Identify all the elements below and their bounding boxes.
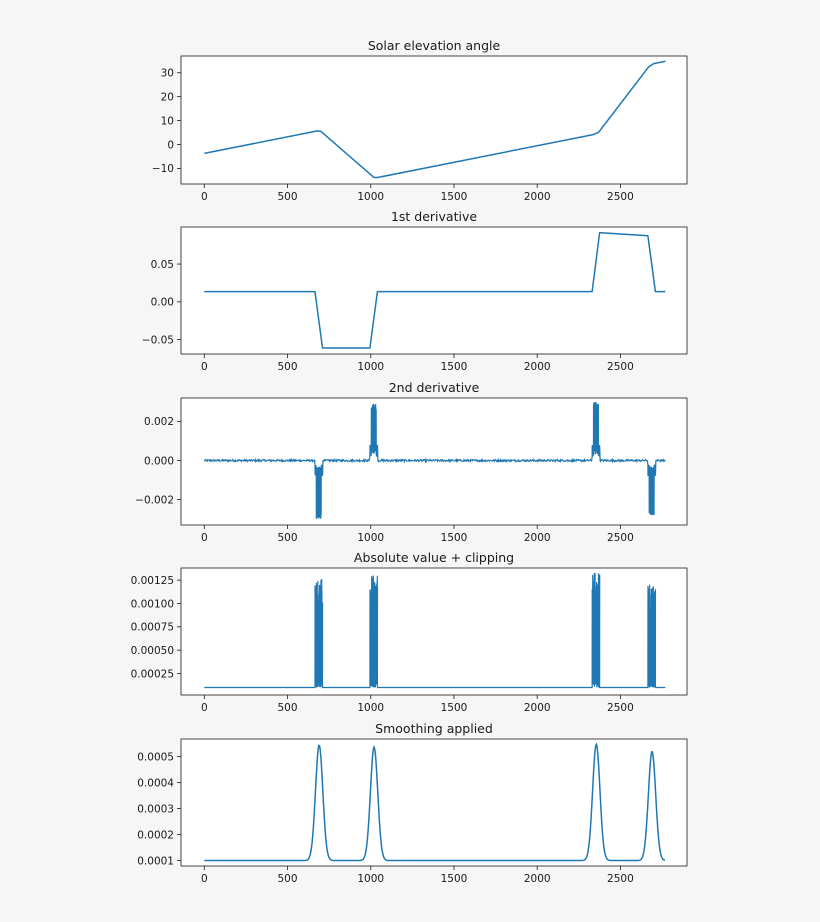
subplot-5: Smoothing applied 0 500 1000 1500 2000 2500 0.0… (137, 721, 688, 885)
x-tick-label: 0 (201, 873, 208, 885)
y-tick-label: −0.002 (135, 494, 174, 506)
y-tick-label: 0.00075 (131, 622, 174, 634)
axes-frame (180, 226, 688, 355)
axes-frame (180, 397, 688, 526)
subplot-title: Absolute value + clipping (354, 550, 514, 565)
x-tick-label: 1500 (441, 361, 468, 373)
x-tick-label: 2000 (524, 191, 551, 203)
y-tick-label: 0.00100 (131, 598, 174, 610)
axes-frame (180, 55, 688, 185)
x-tick-label: 1000 (357, 361, 384, 373)
x-tick-label: 0 (201, 532, 208, 544)
y-tick-label: 0.00125 (131, 575, 174, 587)
x-tick-label: 1000 (357, 532, 384, 544)
x-tick-label: 2000 (524, 532, 551, 544)
subplot-title: 1st derivative (391, 209, 477, 224)
x-tick-label: 1500 (441, 873, 468, 885)
subplot-title: Solar elevation angle (368, 38, 501, 53)
y-tick-label: 20 (161, 91, 174, 103)
x-tick-label: 1500 (441, 702, 468, 714)
x-tick-label: 2500 (607, 873, 634, 885)
x-tick-label: 2500 (607, 702, 634, 714)
y-tick-label: 10 (161, 115, 174, 127)
y-tick-label: 0 (167, 139, 174, 151)
subplot-2: 1st derivative 0 500 1000 1500 2000 2500 −0.05 0… (142, 209, 688, 373)
x-tick-label: 2000 (524, 361, 551, 373)
x-tick-label: 0 (201, 702, 208, 714)
y-tick-label: −0.05 (142, 334, 174, 346)
y-tick-label: 0.0001 (137, 855, 174, 867)
x-tick-label: 2000 (524, 873, 551, 885)
x-tick-label: 1000 (357, 191, 384, 203)
x-tick-label: 0 (201, 361, 208, 373)
x-tick-label: 2000 (524, 702, 551, 714)
plot-area (181, 56, 687, 184)
x-tick-label: 2500 (607, 191, 634, 203)
y-tick-label: 30 (161, 68, 174, 80)
plot-area (181, 227, 687, 354)
y-tick-label: 0.002 (144, 416, 174, 428)
subplot-1: Solar elevation angle 0 500 1000 1500 2000 250… (152, 38, 688, 203)
x-tick-label: 2500 (607, 532, 634, 544)
series-line (203, 401, 666, 519)
y-tick-label: −10 (152, 163, 174, 175)
subplot-title: Smoothing applied (375, 721, 493, 736)
x-tick-label: 500 (278, 361, 298, 373)
x-tick-label: 500 (278, 873, 298, 885)
y-tick-label: 0.0003 (137, 803, 174, 815)
x-tick-label: 0 (201, 191, 208, 203)
series-line (204, 742, 666, 862)
y-tick-label: 0.05 (151, 259, 174, 271)
series-line (204, 231, 666, 349)
y-tick-label: 0.00025 (131, 668, 174, 680)
y-tick-label: 0.0002 (137, 829, 174, 841)
axes-frame (180, 567, 688, 696)
x-tick-label: 1500 (441, 532, 468, 544)
plot-area (181, 739, 687, 866)
x-tick-label: 500 (278, 702, 298, 714)
subplot-3: 2nd derivative 0 500 1000 1500 2000 2500 −0.002… (135, 380, 688, 544)
axes-frame (180, 738, 688, 867)
x-tick-label: 1000 (357, 873, 384, 885)
series-line (204, 572, 666, 689)
plot-area (181, 568, 687, 695)
x-tick-label: 2500 (607, 361, 634, 373)
x-tick-label: 1000 (357, 702, 384, 714)
y-tick-label: 0.0005 (137, 751, 174, 763)
x-tick-label: 1500 (441, 191, 468, 203)
subplot-4: Absolute value + clipping 0 500 1000 1500 200… (131, 550, 688, 714)
y-tick-label: 0.000 (144, 455, 174, 467)
x-tick-label: 500 (278, 191, 298, 203)
y-tick-label: 0.00050 (131, 645, 174, 657)
y-tick-label: 0.00 (151, 297, 174, 309)
x-tick-label: 500 (278, 532, 298, 544)
series-line (204, 60, 666, 179)
subplot-title: 2nd derivative (389, 380, 480, 395)
y-tick-label: 0.0004 (137, 777, 174, 789)
